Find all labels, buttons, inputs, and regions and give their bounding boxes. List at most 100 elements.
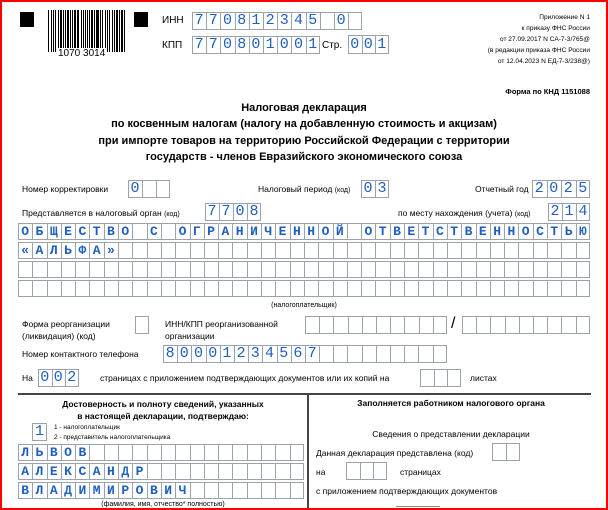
char-cell bbox=[60, 463, 76, 480]
char-cell bbox=[32, 482, 47, 499]
char-cell bbox=[218, 482, 233, 499]
char-cell bbox=[461, 280, 476, 297]
reorg-inn-label-line: организации bbox=[165, 331, 215, 341]
char-cell bbox=[89, 482, 104, 499]
signer-patronymic-row[interactable]: ВЛАДИМИРОВИЧ bbox=[18, 482, 304, 499]
char-cell bbox=[75, 223, 90, 240]
char-cell bbox=[404, 261, 419, 278]
on-label: на bbox=[316, 467, 326, 477]
char-cell bbox=[218, 223, 233, 240]
pages-field[interactable]: 002 bbox=[38, 369, 79, 387]
char-cell bbox=[189, 223, 204, 240]
char-cell bbox=[146, 482, 161, 499]
char-cell bbox=[248, 36, 263, 54]
char-cell bbox=[561, 261, 576, 278]
char-cell bbox=[504, 280, 519, 297]
char-cell bbox=[189, 482, 204, 499]
char-cell bbox=[518, 242, 533, 259]
signer-name-row[interactable]: АЛЕКСАНДР bbox=[18, 463, 304, 480]
section-divider bbox=[18, 393, 591, 395]
period-field[interactable]: 03 bbox=[361, 180, 389, 198]
kpp-field[interactable]: 770801001 bbox=[192, 36, 320, 54]
char-cell bbox=[203, 261, 219, 278]
char-cell bbox=[532, 223, 547, 240]
correction-field[interactable]: 0 bbox=[128, 180, 170, 198]
taxpayer-name-row[interactable] bbox=[18, 261, 590, 278]
char-cell bbox=[32, 463, 47, 480]
barcode-bar bbox=[54, 10, 57, 52]
char-cell bbox=[332, 261, 347, 278]
char-cell bbox=[247, 203, 261, 221]
char-cell bbox=[277, 36, 292, 54]
barcode-number: 1070 3014 bbox=[56, 48, 108, 59]
char-cell bbox=[75, 261, 90, 278]
char-cell bbox=[38, 369, 52, 387]
char-cell bbox=[361, 280, 376, 297]
taxpayer-name-row[interactable]: ОБЩЕСТВО С ОГРАНИЧЕННОЙ ОТВЕТСТВЕННОСТЬЮ bbox=[18, 223, 590, 240]
char-cell bbox=[303, 242, 319, 259]
kpp-label: КПП bbox=[162, 40, 183, 51]
char-cell bbox=[375, 280, 390, 297]
phone-field[interactable]: 80001234567 bbox=[163, 345, 447, 363]
char-cell bbox=[32, 261, 47, 278]
authority-field[interactable]: 7708 bbox=[205, 203, 261, 221]
char-cell bbox=[489, 242, 505, 259]
submitted-code-field[interactable] bbox=[492, 443, 520, 461]
page-number-field[interactable]: 001 bbox=[348, 35, 389, 54]
location-field[interactable]: 214 bbox=[548, 203, 590, 221]
char-cell bbox=[275, 463, 290, 480]
confirm-heading-line: в настоящей декларации, подтверждаю: bbox=[77, 411, 249, 421]
taxpayer-name-row[interactable]: «АЛЬФА» bbox=[18, 242, 590, 259]
char-cell bbox=[275, 223, 290, 240]
reorg-code-field[interactable] bbox=[135, 316, 149, 334]
char-cell bbox=[232, 444, 247, 461]
char-cell bbox=[103, 482, 119, 499]
confirm-heading: Достоверность и полноту сведений, указан… bbox=[18, 398, 308, 422]
marker-square bbox=[20, 12, 34, 27]
char-cell bbox=[561, 316, 576, 334]
char-cell bbox=[576, 203, 590, 221]
char-cell bbox=[546, 223, 562, 240]
char-cell bbox=[261, 444, 276, 461]
char-cell bbox=[156, 180, 170, 198]
char-cell bbox=[561, 180, 576, 198]
marker-square bbox=[134, 12, 148, 27]
signer-type-field[interactable]: 1 bbox=[32, 423, 47, 441]
signer-name-text: АЛЕКСАНДР bbox=[21, 464, 150, 479]
char-cell bbox=[218, 261, 233, 278]
char-cell bbox=[346, 462, 360, 480]
char-cell bbox=[489, 261, 505, 278]
sheets-field[interactable] bbox=[420, 369, 461, 387]
year-field[interactable]: 2025 bbox=[532, 180, 590, 198]
inn-field[interactable]: 770812345 0 bbox=[192, 12, 363, 30]
char-cell bbox=[203, 280, 219, 297]
period-label: Налоговый период (код) bbox=[258, 184, 350, 194]
barcode-bar bbox=[106, 10, 108, 52]
char-cell bbox=[290, 345, 305, 363]
char-cell bbox=[232, 280, 247, 297]
barcode-bar bbox=[89, 10, 91, 52]
char-cell bbox=[461, 242, 476, 259]
signer-surname-text: ЛЬВОВ bbox=[21, 445, 93, 460]
barcode-bar bbox=[48, 10, 50, 52]
char-cell bbox=[203, 482, 219, 499]
char-cell bbox=[518, 223, 533, 240]
char-cell bbox=[461, 223, 476, 240]
signer-surname-row[interactable]: ЛЬВОВ bbox=[18, 444, 304, 461]
correction-label: Номер корректировки bbox=[22, 184, 109, 194]
char-cell bbox=[276, 345, 291, 363]
authority-pages-field[interactable] bbox=[346, 462, 388, 480]
char-cell bbox=[291, 12, 306, 30]
title-line: при импорте товаров на территорию Россий… bbox=[98, 134, 510, 147]
name-caption: (фамилия, имя, отчество* полностью) bbox=[101, 501, 225, 508]
reorg-kpp-field[interactable] bbox=[462, 316, 590, 334]
char-cell bbox=[275, 482, 290, 499]
char-cell bbox=[232, 261, 247, 278]
barcode-bar bbox=[91, 10, 93, 52]
char-cell bbox=[234, 12, 249, 30]
taxpayer-name-row[interactable] bbox=[18, 280, 590, 297]
char-cell bbox=[375, 316, 391, 334]
reorg-inn-field[interactable] bbox=[305, 316, 447, 334]
char-cell bbox=[561, 223, 576, 240]
reorg-code-value bbox=[135, 316, 138, 334]
